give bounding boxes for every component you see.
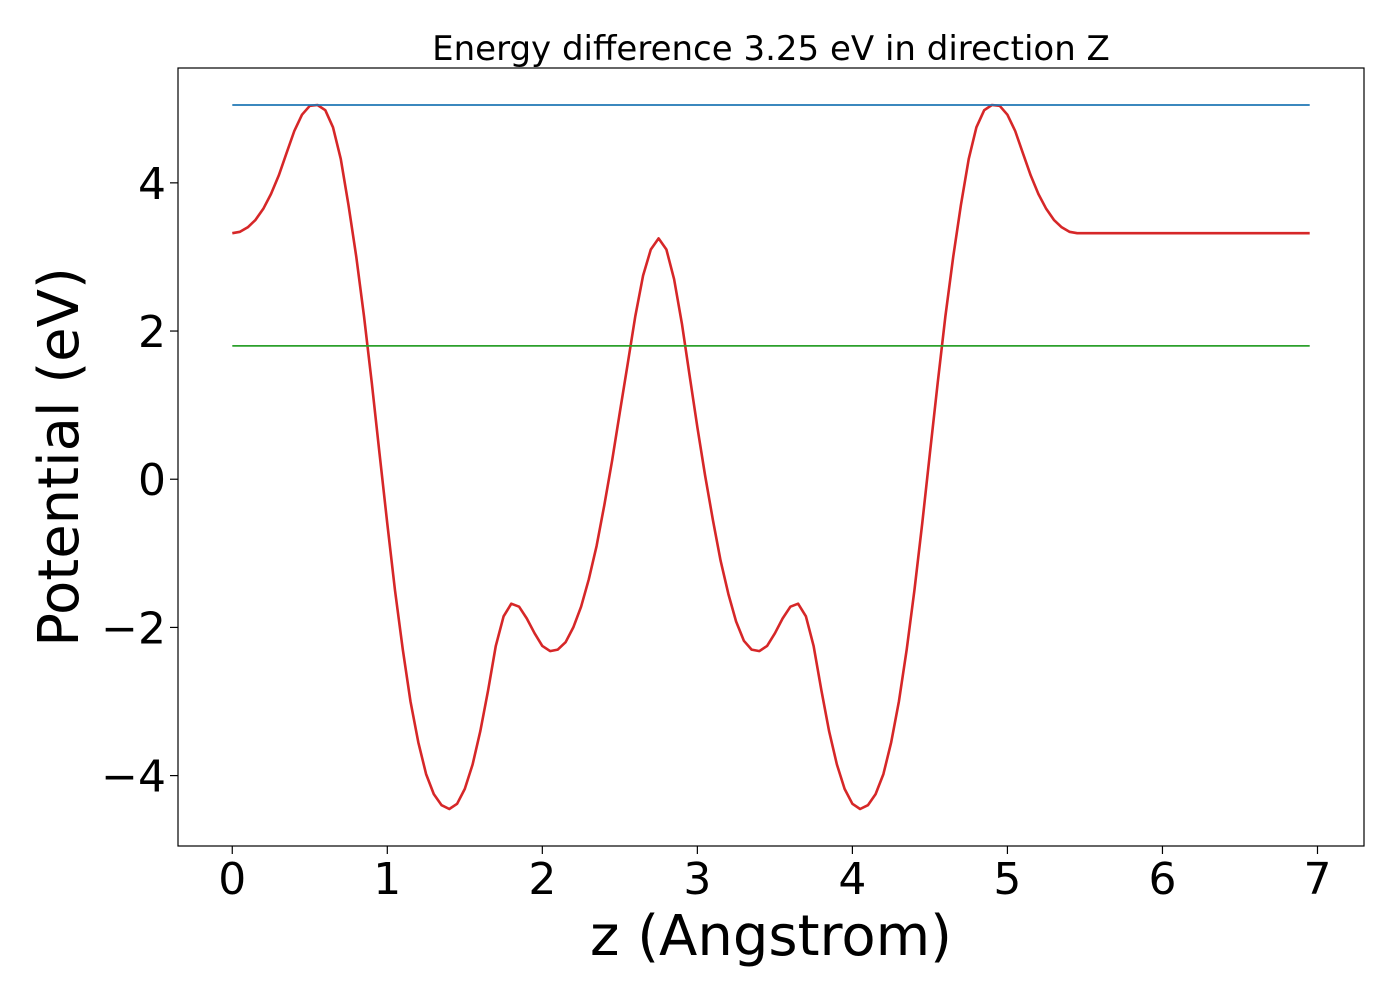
x-tick-label: 1: [373, 854, 401, 905]
x-tick-label: 4: [838, 854, 866, 905]
axes-frame: [177, 67, 1365, 847]
series-line-1: [232, 103, 1310, 811]
x-axis-label: z (Angstrom): [590, 904, 952, 969]
y-tick-label: 0: [138, 455, 166, 506]
x-tick-label: 5: [993, 854, 1021, 905]
plot-area: [232, 103, 1310, 811]
x-tick-label: 2: [528, 854, 556, 905]
y-tick-label: 2: [138, 307, 166, 358]
y-tick-label: −2: [101, 603, 166, 654]
y-tick-label: −4: [101, 752, 166, 803]
y-tick-label: 4: [138, 159, 166, 210]
ticks: 0 1 2 3 4 5 6 7 −4 −2 0 2 4: [101, 159, 1331, 905]
x-tick-label: 3: [683, 854, 711, 905]
chart-title: Energy difference 3.25 eV in direction Z: [432, 29, 1110, 69]
x-tick-label: 6: [1148, 854, 1176, 905]
x-tick-label: 7: [1303, 854, 1331, 905]
x-tick-label: 0: [218, 854, 246, 905]
y-axis-label: Potential (eV): [27, 267, 92, 647]
